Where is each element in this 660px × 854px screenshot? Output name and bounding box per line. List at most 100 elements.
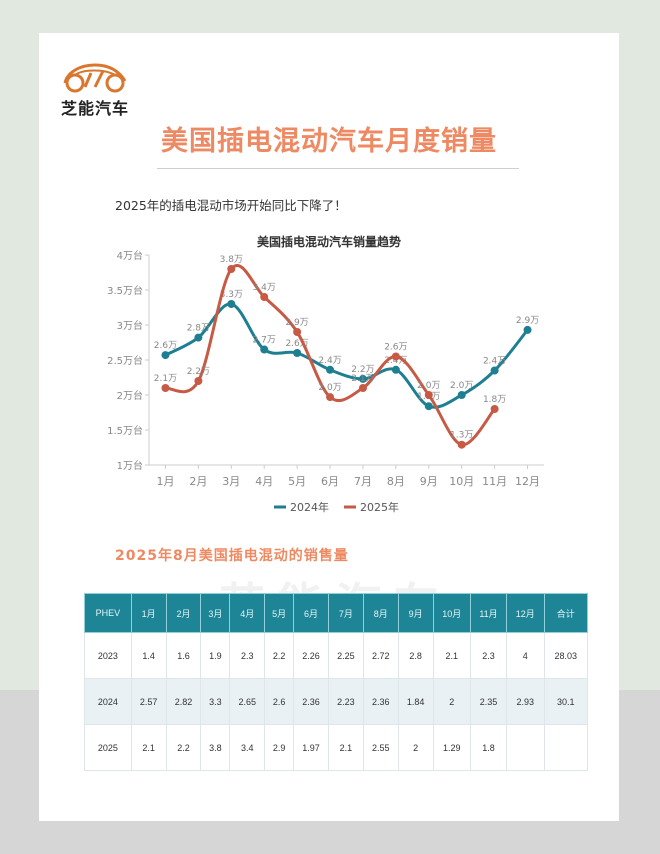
brand-logo: 芝能汽车 (61, 59, 133, 119)
column-header: 9月 (397, 593, 434, 633)
data-label: 2.4万 (483, 357, 506, 367)
table-cell: 2.25 (327, 632, 364, 679)
table-cell: 2023 (84, 632, 132, 679)
data-point (161, 351, 170, 360)
table-row: 2024 2.57 2.82 3.3 2.65 2.6 2.36 2.23 2.36 1.84 2 2… (84, 678, 588, 725)
table-cell: 1.84 (397, 678, 434, 725)
data-point (457, 391, 466, 399)
y-tick-label: 1.5万台 (107, 424, 143, 437)
data-label: 2.6万 (154, 341, 177, 351)
data-label: 2.9万 (516, 316, 539, 326)
data-label: 2.0万 (450, 381, 473, 391)
data-point (260, 345, 269, 354)
section-title: 2025年8月美国插电混动的销售量 (115, 548, 349, 564)
document-page: 芝能汽车 美国插电混动汽车月度销量 2025年的插电混动市场开始同比下降了！ 美… (39, 33, 619, 821)
data-point (358, 374, 367, 383)
data-label: 2.0万 (417, 381, 440, 391)
data-label: 1.3万 (450, 431, 473, 441)
table-cell: 2.72 (362, 632, 399, 679)
table-cell: 2.65 (229, 678, 266, 725)
table-cell: 2.1 (327, 724, 364, 771)
data-label: 2.1万 (154, 374, 177, 384)
x-tick-label: 11月 (482, 475, 507, 488)
data-label: 2.2万 (351, 365, 374, 375)
data-label: 2.4万 (318, 356, 341, 366)
y-tick-label: 2万台 (117, 389, 143, 402)
table-cell: 2024 (84, 678, 132, 725)
column-header: 10月 (432, 593, 471, 633)
brand-name: 芝能汽车 (61, 99, 130, 118)
table-cell: 2.1 (130, 724, 167, 771)
y-tick-label: 1万台 (117, 459, 143, 472)
line-chart: 美国插电混动汽车销量趋势 1万台 1.5万台 2万台 2.5万台 3万台 3.5万台 4万台… (99, 229, 559, 529)
column-header: 11月 (469, 593, 508, 633)
table-cell: 30.1 (543, 678, 588, 725)
x-tick-label: 6月 (321, 475, 339, 488)
data-point (523, 325, 532, 334)
column-header: 2月 (165, 593, 202, 633)
table-cell: 2.2 (165, 724, 202, 771)
table-cell: 3.3 (200, 678, 231, 725)
data-label: 3.8万 (220, 255, 243, 265)
x-tick-label: 3月 (222, 475, 240, 488)
x-tick-label: 9月 (420, 475, 438, 488)
table-cell: 2 (432, 678, 471, 725)
y-tick-label: 2.5万台 (107, 354, 143, 367)
data-point (293, 349, 302, 357)
x-tick-label: 1月 (156, 475, 174, 488)
data-point (391, 352, 400, 361)
data-point (227, 265, 236, 273)
car-outline-logo-icon (63, 63, 127, 93)
column-header: 3月 (200, 593, 231, 633)
data-point (391, 365, 400, 374)
data-label: 2.6万 (384, 343, 407, 353)
table-cell: 2.93 (506, 678, 545, 725)
chart-title: 美国插电混动汽车销量趋势 (256, 235, 401, 249)
x-tick-label: 10月 (449, 475, 474, 488)
table-cell: 2.55 (362, 724, 399, 771)
table-header-row: PHEV 1月 2月 3月 4月 5月 6月 7月 8月 9月 10月 11月 12月 合计 (84, 593, 588, 633)
data-label: 3.3万 (220, 290, 243, 300)
sales-table: PHEV 1月 2月 3月 4月 5月 6月 7月 8月 9月 10月 11月 12月 合计 2023 1.… (84, 593, 588, 771)
table-cell: 3.8 (200, 724, 231, 771)
data-point (194, 333, 203, 342)
table-cell: 2.57 (130, 678, 167, 725)
data-point (457, 440, 466, 449)
table-row: 2023 1.4 1.6 1.9 2.3 2.2 2.26 2.25 2.72 2.8 2.1 2.3… (84, 632, 588, 679)
table-cell: 2 (397, 724, 434, 771)
data-point (293, 328, 302, 336)
x-tick-label: 8月 (387, 475, 405, 488)
page-title: 美国插电混动汽车月度销量 (161, 126, 497, 157)
data-point (194, 377, 203, 385)
chart-plot: 1万台 1.5万台 2万台 2.5万台 3万台 3.5万台 4万台 1月 2月 3月 4月 5月 6月 7… (107, 249, 544, 514)
column-header: 4月 (229, 593, 266, 633)
table-cell: 2.23 (327, 678, 364, 725)
x-tick-label: 2月 (189, 475, 207, 488)
column-header: 1月 (130, 593, 167, 633)
data-label: 3.4万 (253, 283, 276, 293)
data-point (490, 405, 499, 413)
table-cell: 1.8 (469, 724, 508, 771)
column-header: 5月 (264, 593, 295, 633)
table-cell: 1.97 (293, 724, 329, 771)
y-tick-label: 4万台 (117, 249, 143, 262)
legend-label: 2024年 (290, 500, 329, 514)
table-cell: 2025 (84, 724, 132, 771)
title-divider (157, 168, 519, 169)
data-label: 1.8万 (483, 395, 506, 405)
data-point (161, 384, 170, 392)
table-cell: 2.35 (469, 678, 508, 725)
data-label: 2.2万 (187, 367, 210, 377)
subtitle: 2025年的插电混动市场开始同比下降了！ (115, 198, 347, 213)
data-point (326, 365, 335, 374)
table-cell: 4 (506, 632, 545, 679)
table-cell: 1.9 (200, 632, 231, 679)
table-cell: 28.03 (543, 632, 588, 679)
table-cell: 2.36 (293, 678, 329, 725)
data-point (490, 366, 499, 375)
table-cell: 2.3 (469, 632, 508, 679)
data-point (424, 402, 433, 411)
table-cell: 2.26 (293, 632, 329, 679)
table-cell: 2.1 (432, 632, 471, 679)
x-tick-label: 4月 (255, 475, 273, 488)
